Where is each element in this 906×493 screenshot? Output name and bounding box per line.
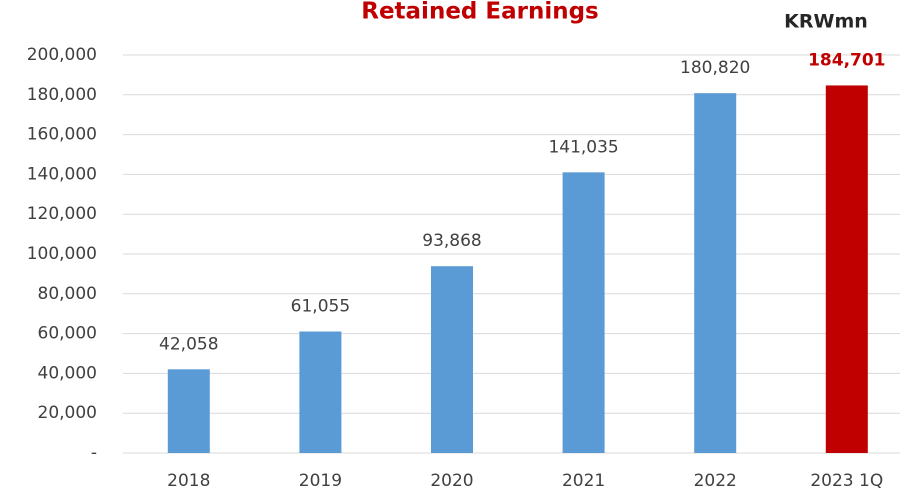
- x-tick-label: 2020: [430, 471, 473, 491]
- x-tick-label: 2021: [562, 471, 605, 491]
- bar: [167, 369, 210, 453]
- bar: [825, 85, 868, 453]
- y-tick-label: 80,000: [38, 284, 97, 304]
- y-tick-label: 100,000: [27, 244, 97, 264]
- y-tick-label: 160,000: [27, 125, 97, 145]
- y-tick-label: 180,000: [27, 85, 97, 105]
- bar: [299, 331, 342, 453]
- y-tick-label: 20,000: [38, 403, 97, 423]
- x-tick-label: 2022: [694, 471, 737, 491]
- data-label: 93,868: [422, 231, 481, 251]
- y-tick-label: 200,000: [27, 45, 97, 65]
- x-tick-label: 2023 1Q: [810, 471, 883, 491]
- x-tick-label: 2018: [167, 471, 210, 491]
- bar: [694, 93, 737, 453]
- y-tick-label: 140,000: [27, 164, 97, 184]
- y-tick-label: -: [91, 443, 97, 463]
- y-tick-label: 120,000: [27, 204, 97, 224]
- y-tick-label: 40,000: [38, 363, 97, 383]
- bar: [431, 266, 473, 453]
- unit-label: KRWmn: [784, 11, 868, 33]
- data-label: 141,035: [548, 137, 618, 157]
- chart-title: Retained Earnings: [361, 0, 599, 25]
- data-label: 184,701: [808, 50, 885, 70]
- data-label: 180,820: [680, 58, 750, 78]
- data-label: 42,058: [159, 334, 218, 354]
- bar: [562, 172, 605, 454]
- y-tick-label: 60,000: [38, 324, 97, 344]
- data-label: 61,055: [291, 297, 350, 317]
- x-tick-label: 2019: [299, 471, 342, 491]
